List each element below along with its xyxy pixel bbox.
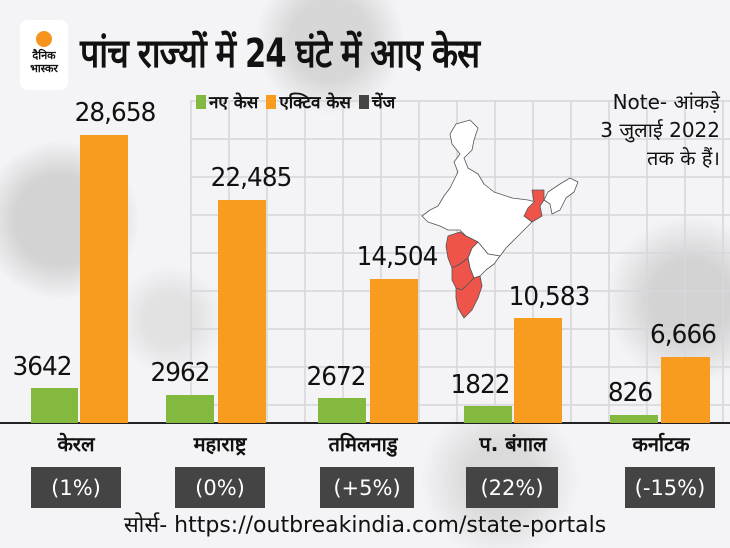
- bar-new-tamilnadu: [318, 398, 366, 423]
- value-active-westbengal: 10,583: [508, 282, 591, 312]
- legend: नए केस एक्टिव केस चेंज: [196, 90, 403, 113]
- x-axis-baseline: [0, 422, 730, 424]
- bar-active-maharashtra: [218, 200, 266, 423]
- bar-active-karnataka: [661, 357, 710, 423]
- state-label-westbengal: प. बंगाल: [479, 432, 547, 456]
- change-badge-maharashtra: (0%): [175, 467, 265, 508]
- value-new-kerala: 3642: [12, 352, 72, 382]
- note-line3: तक के हैं।: [646, 146, 720, 170]
- value-active-kerala: 28,658: [74, 98, 157, 128]
- bar-new-kerala: [31, 388, 78, 423]
- change-badge-karnataka: (-15%): [625, 467, 715, 508]
- source-credit: सोर्स- https://outbreakindia.com/state-p…: [123, 513, 607, 538]
- note-annotation: Note- आंकड़े 3 जुलाई 2022 तक के हैं।: [600, 88, 720, 172]
- bar-new-maharashtra: [166, 395, 214, 423]
- orange-square-icon: [266, 94, 277, 109]
- value-new-maharashtra: 2962: [150, 358, 210, 388]
- legend-label: नए केस: [209, 93, 259, 113]
- bar-active-kerala: [80, 135, 128, 423]
- value-active-maharashtra: 22,485: [210, 163, 293, 193]
- bar-new-karnataka: [610, 415, 658, 423]
- bar-active-westbengal: [514, 318, 562, 423]
- note-line2: 3 जुलाई 2022: [600, 118, 720, 142]
- value-new-tamilnadu: 2672: [306, 362, 366, 392]
- note-line1: Note- आंकड़े: [612, 90, 720, 114]
- legend-item-new-cases: नए केस: [196, 90, 258, 113]
- dark-square-icon: [358, 94, 369, 109]
- bar-active-tamilnadu: [370, 279, 418, 423]
- state-label-kerala: केरल: [57, 432, 95, 456]
- value-new-karnataka: 826: [607, 378, 653, 408]
- state-label-tamilnadu: तमिलनाडु: [328, 432, 398, 456]
- change-badge-kerala: (1%): [31, 467, 121, 508]
- legend-item-active-cases: एक्टिव केस: [266, 90, 351, 113]
- value-active-tamilnadu: 14,504: [356, 242, 439, 272]
- bar-new-westbengal: [464, 406, 512, 423]
- change-badge-westbengal: (22%): [466, 467, 558, 508]
- dainik-bhaskar-logo: दैनिक भास्कर: [20, 20, 68, 90]
- state-label-maharashtra: महाराष्ट्र: [193, 432, 247, 456]
- logo-line2: भास्कर: [30, 62, 58, 75]
- india-map-icon: [421, 119, 579, 319]
- state-label-karnataka: कर्नाटक: [632, 432, 690, 456]
- chart-title: पांच राज्यों में 24 घंटे में आए केस: [80, 31, 480, 77]
- change-badge-tamilnadu: (+5%): [320, 467, 414, 508]
- legend-label: एक्टिव केस: [279, 93, 351, 113]
- value-new-westbengal: 1822: [450, 370, 510, 400]
- legend-label: चेंज: [371, 93, 396, 113]
- legend-item-change: चेंज: [358, 90, 396, 113]
- logo-line1: दैनिक: [32, 49, 56, 62]
- value-active-karnataka: 6,666: [650, 320, 717, 350]
- sun-icon: [36, 31, 52, 47]
- green-square-icon: [196, 94, 206, 109]
